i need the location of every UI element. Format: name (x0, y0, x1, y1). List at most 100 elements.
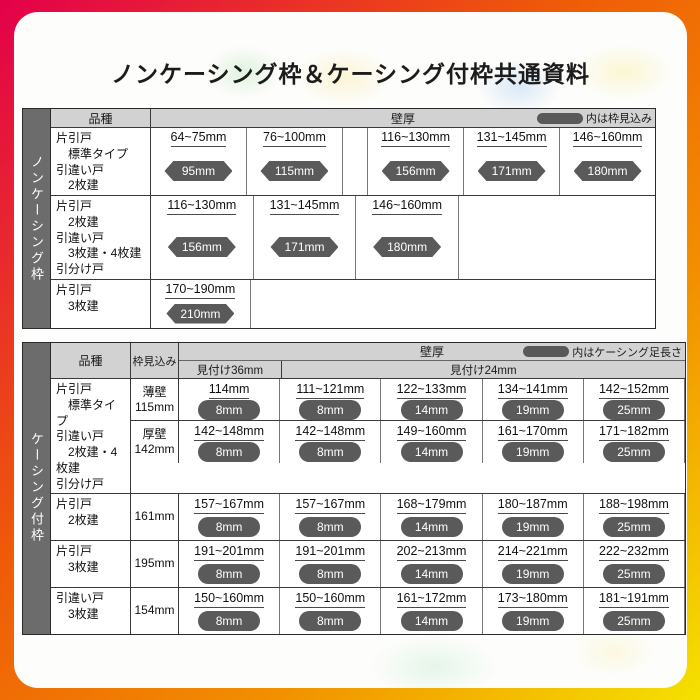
dimension-cell: 146~160mm 180mm (560, 128, 655, 195)
dimension-arrow: 19mm (501, 441, 564, 463)
dimension-cell: 222~232mm 25mm (584, 540, 686, 587)
dimension-cell: 114mm 8mm (179, 379, 281, 420)
dimension-badge: 19mm (501, 399, 564, 420)
table-row: 片引戸 2枚建 161mm 157~167mm 8mm 157~167mm 8mm 168~… (51, 493, 686, 541)
dimension-cell: 149~160mm 14mm (381, 421, 483, 463)
dimension-cell: 191~201mm 8mm (280, 540, 382, 587)
dimension-cell: 76~100mm 115mm (247, 128, 343, 195)
wall-thickness-range: 157~167mm (295, 494, 366, 514)
table-casing-header: 品種 枠見込み 壁厚 内はケーシング足長さ 見付け36mm 見付け24mm (51, 343, 685, 379)
table-casing-content: 品種 枠見込み 壁厚 内はケーシング足長さ 見付け36mm 見付け24mm (51, 343, 686, 634)
row-subrows: 161mm 157~167mm 8mm 157~167mm 8mm 168~179mm 14… (131, 493, 686, 540)
dimension-cell: 64~75mm 95mm (151, 128, 247, 195)
dimension-cell: 171~182mm 25mm (584, 421, 686, 463)
dimension-badge: 14mm (400, 399, 463, 420)
row-label: 片引戸 2枚建 (51, 493, 131, 540)
dimension-cell: 173~180mm 19mm (483, 587, 584, 634)
dimension-arrow: 19mm (501, 561, 564, 587)
row-data: 142~148mm 8mm 142~148mm 8mm 149~160mm 14mm 161… (179, 421, 686, 463)
wall-thickness-range: 142~148mm (194, 421, 265, 441)
wall-thickness-range: 222~232mm (598, 541, 669, 561)
gap-cell (343, 128, 369, 195)
dimension-arrow: 25mm (602, 514, 665, 540)
table-noncasing-frame: ノンケーシング枠 品種 壁厚 内は枠見込み 片引戸 標準タイプ 引違い戸 2枚建 6… (22, 108, 656, 329)
wall-thickness-range: 122~133mm (396, 379, 467, 399)
dimension-arrow: 8mm (299, 399, 362, 420)
table-row: 片引戸 標準タイプ 引違い戸 2枚建・4枚建 引分け戸 薄壁 115mm 114mm 8mm… (51, 379, 686, 494)
row-subrows: 薄壁 115mm 114mm 8mm 111~121mm 8mm 122~133mm 14mm… (131, 379, 686, 493)
frame-depth-cell: 厚壁 142mm (131, 421, 179, 463)
dimension-arrow: 8mm (299, 441, 362, 463)
dimension-badge: 19mm (501, 442, 564, 462)
row-data: 170~190mm 210mm (151, 280, 655, 328)
dimension-badge: 180mm (373, 237, 442, 257)
wall-thickness-range: 188~198mm (598, 494, 669, 514)
column-header-wall-thickness: 壁厚 (390, 111, 415, 126)
dimension-badge: 8mm (198, 563, 261, 584)
column-subheader-face36: 見付け36mm (179, 361, 282, 378)
wall-thickness-range: 202~213mm (396, 541, 467, 561)
table-casing-frame: ケーシング付枠 品種 枠見込み 壁厚 内はケーシング足長さ 見付け36mm 見 (22, 342, 686, 635)
dimension-cell: 116~130mm 156mm (368, 128, 465, 195)
frame-depth-cell: 161mm (131, 493, 179, 540)
row-label-line: 3枚建 (56, 606, 99, 621)
column-header-kind: 品種 (51, 109, 151, 127)
dimension-badge: 14mm (400, 516, 463, 537)
wall-thickness-range: 173~180mm (497, 588, 568, 608)
empty-cell (251, 280, 655, 328)
row-label: 片引戸 2枚建 引違い戸 3枚建・4枚建 引分け戸 (51, 196, 151, 279)
table-noncasing-rows: 片引戸 標準タイプ 引違い戸 2枚建 64~75mm 95mm 76~100mm 115m… (51, 128, 655, 328)
frame-depth-line: 161mm (134, 509, 175, 524)
dimension-badge: 19mm (501, 610, 564, 631)
wall-thickness-range: 131~145mm (476, 128, 547, 147)
wall-thickness-range: 142~152mm (598, 379, 669, 399)
table-noncasing-content: 品種 壁厚 内は枠見込み 片引戸 標準タイプ 引違い戸 2枚建 64~75mm 95m… (51, 109, 655, 328)
dimension-badge: 25mm (602, 442, 665, 462)
column-header-kind: 品種 (51, 343, 131, 378)
row-label-line: 片引戸 (56, 496, 93, 511)
dimension-arrow: 25mm (602, 608, 665, 634)
row-label-line: 引違い戸 (56, 230, 105, 245)
dimension-arrow: 8mm (299, 608, 362, 634)
dimension-badge: 180mm (573, 161, 642, 181)
dimension-arrow: 14mm (400, 561, 463, 587)
legend-text: 内は枠見込み (586, 113, 652, 125)
dimension-cell: 161~170mm 19mm (483, 421, 584, 463)
row-label-line: 2枚建 (56, 214, 99, 229)
wall-thickness-range: 116~130mm (167, 196, 237, 215)
dimension-badge: 14mm (400, 442, 463, 462)
dimension-cell: 142~148mm 8mm (280, 421, 382, 463)
dimension-arrow: 8mm (198, 514, 261, 540)
wall-thickness-range: 134~141mm (497, 379, 568, 399)
dimension-badge: 25mm (602, 610, 665, 631)
row-label-line: 2枚建・4枚建 (56, 445, 118, 476)
row-label-line: 片引戸 (56, 382, 93, 396)
dimension-cell: 170~190mm 210mm (151, 280, 251, 328)
dimension-badge: 171mm (477, 161, 546, 181)
column-subheader-face24: 見付け24mm (450, 364, 517, 377)
dimension-arrow: 210mm (166, 299, 235, 328)
frame-depth-cell: 154mm (131, 587, 179, 634)
table-noncasing-sidebar-label: ノンケーシング枠 (23, 109, 51, 328)
row-data: 64~75mm 95mm 76~100mm 115mm 116~130mm 156mm 13… (151, 128, 655, 195)
dimension-cell: 188~198mm 25mm (584, 493, 686, 540)
dimension-cell: 181~191mm 25mm (584, 587, 686, 634)
table-row: 片引戸 標準タイプ 引違い戸 2枚建 64~75mm 95mm 76~100mm 115m… (51, 128, 655, 196)
table-casing-rows: 片引戸 標準タイプ 引違い戸 2枚建・4枚建 引分け戸 薄壁 115mm 114mm 8mm… (51, 379, 686, 634)
dimension-cell: 111~121mm 8mm (280, 379, 382, 420)
dimension-arrow: 8mm (299, 561, 362, 587)
dimension-badge: 115mm (260, 161, 329, 181)
dimension-arrow: 8mm (198, 561, 261, 587)
frame-depth-line: 195mm (134, 556, 175, 571)
dimension-arrow: 8mm (198, 608, 261, 634)
legend: 内はケーシング足長さ (523, 343, 682, 360)
dimension-arrow: 95mm (164, 147, 233, 195)
table-subrow: 154mm 150~160mm 8mm 150~160mm 8mm 161~172mm 14… (131, 587, 686, 634)
table-row: 片引戸 3枚建 170~190mm 210mm (51, 280, 655, 328)
dimension-cell: 131~145mm 171mm (464, 128, 561, 195)
column-header-wall-thickness: 壁厚 (419, 345, 444, 359)
row-label: 引違い戸 3枚建 (51, 587, 131, 634)
table-row: 片引戸 3枚建 195mm 191~201mm 8mm 191~201mm 8mm 202~… (51, 540, 686, 588)
dimension-arrow: 115mm (260, 147, 329, 195)
row-label-line: 引違い戸 (56, 162, 105, 177)
